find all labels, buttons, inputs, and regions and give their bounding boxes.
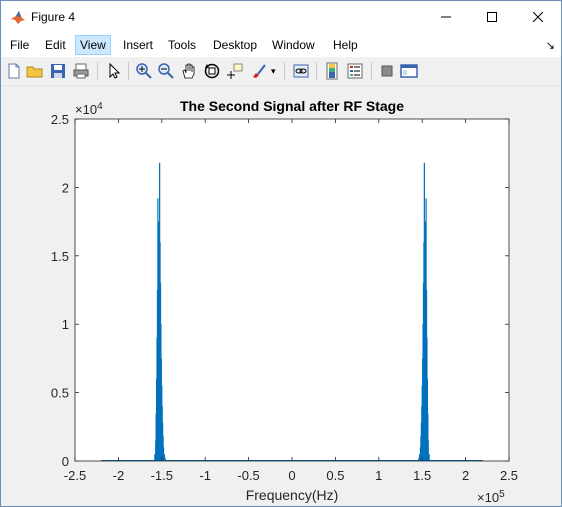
toolbar-separator	[284, 62, 285, 80]
data-cursor-icon[interactable]	[226, 62, 244, 80]
maximize-icon	[487, 12, 497, 22]
rotate-3d-icon[interactable]	[203, 62, 221, 80]
chart-title: The Second Signal after RF Stage	[180, 98, 404, 114]
menu-window[interactable]: Window	[272, 38, 315, 52]
toolbar-separator	[128, 62, 129, 80]
matlab-icon	[11, 11, 25, 24]
pointer-icon[interactable]	[105, 62, 123, 80]
axes-background	[75, 119, 509, 461]
link-plot-icon[interactable]	[292, 62, 310, 80]
x-tick-label: -2.5	[64, 468, 86, 483]
open-file-icon[interactable]	[26, 62, 44, 80]
menu-edit[interactable]: Edit	[45, 38, 66, 52]
signal-line	[101, 162, 483, 461]
signal-envelope	[420, 423, 428, 461]
x-tick-label: 1	[375, 468, 382, 483]
y-tick-label: 2	[62, 180, 69, 195]
y-tick-label: 1	[62, 317, 69, 332]
new-figure-icon[interactable]	[5, 62, 23, 80]
x-tick-label: 0.5	[326, 468, 344, 483]
pan-icon[interactable]	[180, 62, 198, 80]
signal-envelope	[156, 423, 164, 461]
toolbar-separator	[371, 62, 372, 80]
title-bar: Figure 4	[1, 1, 561, 33]
menu-desktop[interactable]: Desktop	[213, 38, 258, 52]
menu-file[interactable]: File	[10, 38, 30, 52]
x-tick-label: -1.5	[151, 468, 173, 483]
print-icon[interactable]	[72, 62, 90, 80]
x-tick-label: -1	[199, 468, 211, 483]
x-tick-label: 2.5	[500, 468, 518, 483]
y-tick-label: 1.5	[51, 249, 69, 264]
zoom-out-icon[interactable]	[157, 62, 175, 80]
zoom-in-icon[interactable]	[135, 62, 153, 80]
legend-icon[interactable]	[346, 62, 364, 80]
show-plot-tools-icon[interactable]	[400, 62, 418, 80]
menu-help[interactable]: Help	[333, 38, 358, 52]
x-tick-label: 1.5	[413, 468, 431, 483]
x-axis-label: Frequency(Hz)	[246, 487, 339, 503]
maximize-button[interactable]	[469, 1, 515, 33]
x-tick-label: -0.5	[237, 468, 259, 483]
x-axis: -2.5 -2 -1.5 -1 -0.5 0 0.5 1 1.5 2 2.5	[64, 119, 518, 483]
menu-insert[interactable]: Insert	[123, 38, 154, 52]
minimize-icon	[441, 16, 451, 18]
minimize-button[interactable]	[423, 1, 469, 33]
x-exponent-label: ×105	[477, 489, 505, 505]
x-tick-label: 0	[288, 468, 295, 483]
toolbar-separator	[316, 62, 317, 80]
plot-svg[interactable]: -2.5 -2 -1.5 -1 -0.5 0 0.5 1 1.5 2 2.5 0 0.5 1 1.5 2 2.…	[1, 86, 561, 506]
window-title: Figure 4	[31, 10, 76, 24]
x-tick-label: -2	[113, 468, 125, 483]
y-axis: 0 0.5 1 1.5 2 2.5	[51, 112, 509, 469]
menu-bar: File Edit View Insert Tools Desktop Wind…	[1, 33, 561, 57]
y-tick-label: 0.5	[51, 386, 69, 401]
x-tick-label: 2	[462, 468, 469, 483]
close-icon	[533, 12, 543, 22]
figure-canvas: -2.5 -2 -1.5 -1 -0.5 0 0.5 1 1.5 2 2.5 0 0.5 1 1.5 2 2.…	[1, 86, 561, 506]
dock-arrow-icon[interactable]: ↘	[545, 40, 555, 52]
toolbar: ▾	[1, 57, 561, 86]
y-tick-label: 0	[62, 454, 69, 469]
colorbar-icon[interactable]	[323, 62, 341, 80]
brush-dropdown-icon[interactable]: ▾	[271, 66, 276, 76]
brush-icon[interactable]	[250, 62, 268, 80]
y-exponent-label: ×104	[75, 101, 103, 117]
menu-view[interactable]: View	[75, 35, 111, 55]
hide-plot-tools-icon[interactable]	[378, 62, 396, 80]
close-button[interactable]	[515, 1, 561, 33]
menu-tools[interactable]: Tools	[168, 38, 197, 52]
toolbar-separator	[97, 62, 98, 80]
y-tick-label: 2.5	[51, 112, 69, 127]
save-icon[interactable]	[49, 62, 67, 80]
